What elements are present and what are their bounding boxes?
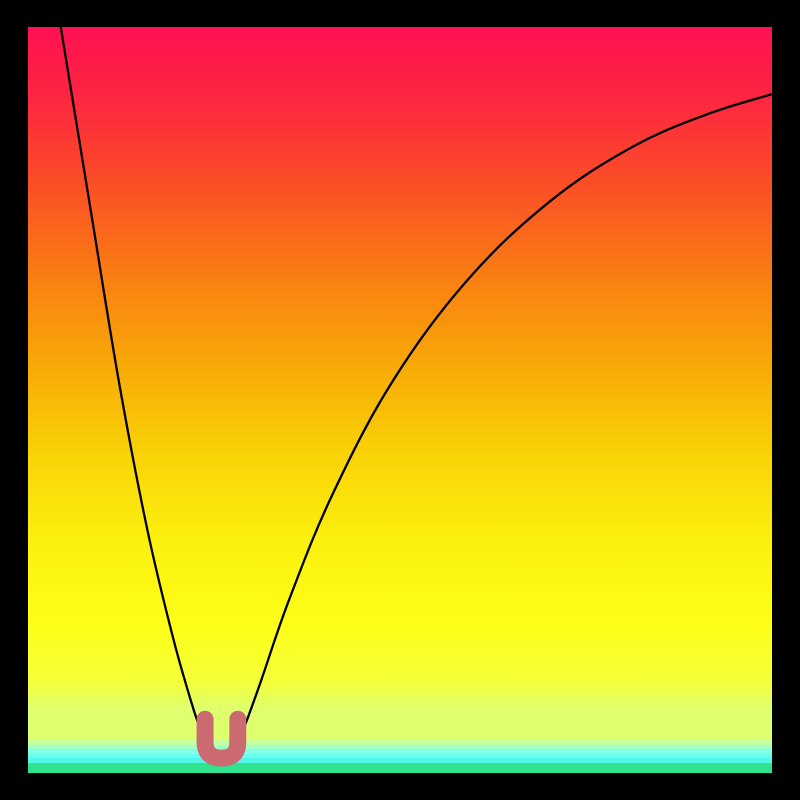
bottleneck-curves (28, 27, 772, 773)
right-branch (238, 94, 772, 742)
chart-stage: TheBottleneck.com (0, 0, 800, 800)
plot-area (28, 27, 772, 773)
left-branch (61, 27, 205, 742)
